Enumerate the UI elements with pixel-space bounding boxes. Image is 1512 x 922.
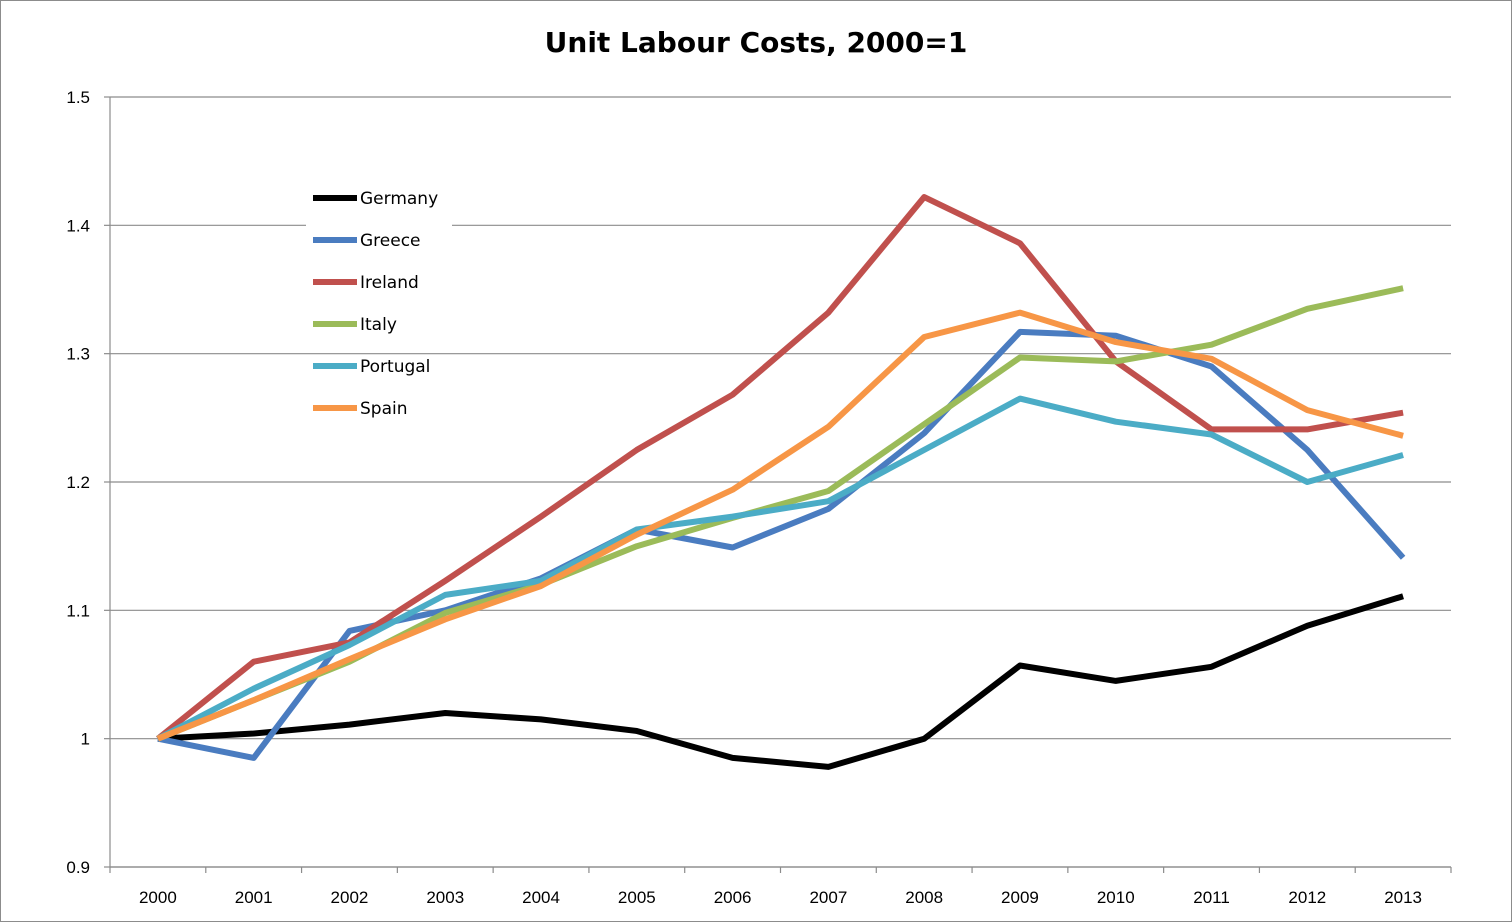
x-tick-label: 2005: [618, 888, 656, 907]
legend-label: Germany: [360, 189, 438, 209]
x-tick-label: 2013: [1384, 888, 1422, 907]
y-tick-label: 1.1: [66, 601, 90, 620]
x-tick-label: 2003: [426, 888, 464, 907]
legend-label: Portugal: [360, 357, 430, 377]
series-line-spain: [156, 309, 1404, 742]
x-tick-label: 2007: [809, 888, 847, 907]
x-tick-label: 2010: [1097, 888, 1135, 907]
series-line-germany: [157, 593, 1404, 770]
chart-title: Unit Labour Costs, 2000=1: [544, 26, 968, 59]
legend-label: Ireland: [360, 273, 419, 293]
legend-label: Spain: [360, 399, 408, 419]
x-tick-label: 2002: [331, 888, 369, 907]
series-line-ireland: [156, 194, 1404, 742]
legend-label: Italy: [360, 315, 397, 335]
y-tick-label: 0.9: [66, 858, 90, 877]
y-tick-label: 1: [81, 730, 90, 749]
x-tick-label: 2012: [1288, 888, 1326, 907]
y-tick-label: 1.3: [66, 345, 90, 364]
x-tick-label: 2000: [139, 888, 177, 907]
x-tick-label: 2001: [235, 888, 273, 907]
y-tick-label: 1.2: [66, 473, 90, 492]
series-line-portugal: [156, 395, 1404, 742]
x-tick-label: 2011: [1193, 888, 1230, 907]
y-tick-label: 1.4: [66, 216, 90, 235]
legend-label: Greece: [360, 231, 421, 251]
series-line-greece: [157, 328, 1406, 761]
x-tick-label: 2006: [714, 888, 752, 907]
x-tick-label: 2009: [1001, 888, 1039, 907]
x-tick-label: 2008: [905, 888, 943, 907]
x-tick-label: 2004: [522, 888, 560, 907]
y-tick-label: 1.5: [66, 88, 90, 107]
